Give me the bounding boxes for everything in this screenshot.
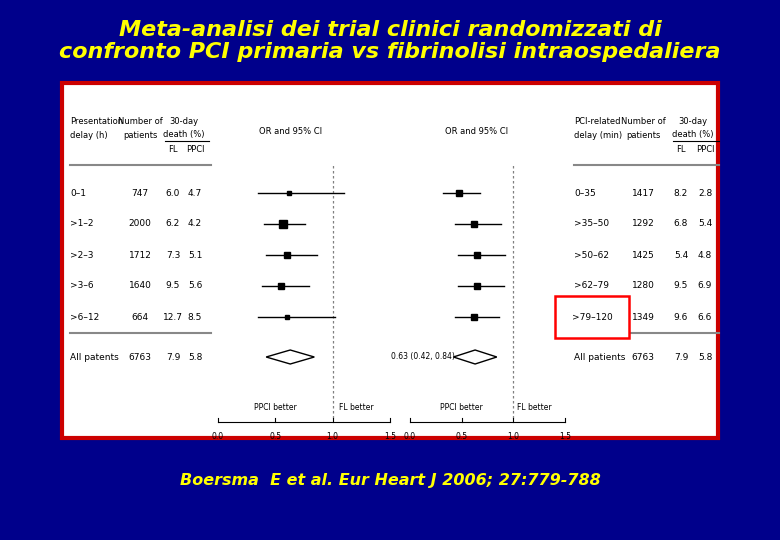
Text: 6.2: 6.2 <box>166 219 180 228</box>
Text: 6.9: 6.9 <box>698 281 712 291</box>
Text: 9.5: 9.5 <box>166 281 180 291</box>
Text: 7.3: 7.3 <box>166 251 180 260</box>
Text: FL better: FL better <box>517 403 551 413</box>
Text: 0.0: 0.0 <box>212 432 224 441</box>
Text: 7.9: 7.9 <box>674 353 688 361</box>
Text: 30-day: 30-day <box>679 118 707 126</box>
Text: Number of: Number of <box>118 118 162 126</box>
Text: >50–62: >50–62 <box>574 251 609 260</box>
FancyBboxPatch shape <box>62 83 718 438</box>
Text: 1417: 1417 <box>632 188 654 198</box>
Text: Presentation: Presentation <box>70 118 123 126</box>
Text: >6–12: >6–12 <box>70 313 99 321</box>
Text: >2–3: >2–3 <box>70 251 94 260</box>
Text: 1712: 1712 <box>129 251 151 260</box>
Text: OR and 95% CI: OR and 95% CI <box>259 127 322 137</box>
Text: PPCl better: PPCl better <box>440 403 483 413</box>
Text: delay (min): delay (min) <box>574 131 622 139</box>
Text: 0.0: 0.0 <box>404 432 416 441</box>
Text: 1280: 1280 <box>632 281 654 291</box>
Text: 12.7: 12.7 <box>163 313 183 321</box>
Text: Number of: Number of <box>621 118 665 126</box>
Text: death (%): death (%) <box>163 131 204 139</box>
Text: 1.5: 1.5 <box>559 432 571 441</box>
Text: 4.8: 4.8 <box>698 251 712 260</box>
Text: 5.4: 5.4 <box>698 219 712 228</box>
Text: 6.0: 6.0 <box>166 188 180 198</box>
Text: delay (h): delay (h) <box>70 131 108 139</box>
Text: >62–79: >62–79 <box>574 281 609 291</box>
Text: >3–6: >3–6 <box>70 281 94 291</box>
Text: patients: patients <box>626 131 660 139</box>
Text: 1292: 1292 <box>632 219 654 228</box>
Text: 1.0: 1.0 <box>327 432 339 441</box>
Text: 1.0: 1.0 <box>507 432 519 441</box>
Text: 6.6: 6.6 <box>698 313 712 321</box>
Text: 5.6: 5.6 <box>188 281 202 291</box>
Text: 30-day: 30-day <box>169 118 199 126</box>
Text: 5.8: 5.8 <box>188 353 202 361</box>
Text: 0.5: 0.5 <box>269 432 282 441</box>
Text: 0.5: 0.5 <box>456 432 468 441</box>
Text: patients: patients <box>122 131 158 139</box>
Text: 1425: 1425 <box>632 251 654 260</box>
Text: 0.63 (0.42, 0.84): 0.63 (0.42, 0.84) <box>391 353 455 361</box>
Text: 5.1: 5.1 <box>188 251 202 260</box>
Text: >35–50: >35–50 <box>574 219 609 228</box>
Text: 1349: 1349 <box>632 313 654 321</box>
Text: PCI-related: PCI-related <box>574 118 621 126</box>
Text: 7.9: 7.9 <box>166 353 180 361</box>
Text: 4.2: 4.2 <box>188 219 202 228</box>
Text: FL: FL <box>168 145 178 153</box>
Text: PPCl: PPCl <box>696 145 714 153</box>
Text: 2000: 2000 <box>129 219 151 228</box>
Text: 1.5: 1.5 <box>384 432 396 441</box>
Text: 4.7: 4.7 <box>188 188 202 198</box>
Text: 6763: 6763 <box>129 353 151 361</box>
Text: >79–120: >79–120 <box>572 313 612 321</box>
Text: PPCl: PPCl <box>186 145 204 153</box>
Text: Meta-analisi dei trial clinici randomizzati di: Meta-analisi dei trial clinici randomizz… <box>119 20 661 40</box>
Polygon shape <box>266 350 314 364</box>
Text: 0–35: 0–35 <box>574 188 596 198</box>
Text: 9.5: 9.5 <box>674 281 688 291</box>
Text: 1640: 1640 <box>129 281 151 291</box>
Text: 0–1: 0–1 <box>70 188 86 198</box>
Text: PPCl better: PPCl better <box>254 403 296 413</box>
Text: 8.5: 8.5 <box>188 313 202 321</box>
Text: All patents: All patents <box>70 353 119 361</box>
Text: FL: FL <box>676 145 686 153</box>
Text: 6.8: 6.8 <box>674 219 688 228</box>
Polygon shape <box>453 350 497 364</box>
Text: 9.6: 9.6 <box>674 313 688 321</box>
Text: 6763: 6763 <box>632 353 654 361</box>
Text: 664: 664 <box>132 313 148 321</box>
Text: FL better: FL better <box>339 403 374 413</box>
Text: All patients: All patients <box>574 353 626 361</box>
Text: 747: 747 <box>132 188 148 198</box>
Text: 5.8: 5.8 <box>698 353 712 361</box>
Text: 5.4: 5.4 <box>674 251 688 260</box>
Text: OR and 95% CI: OR and 95% CI <box>445 127 509 137</box>
Text: >1–2: >1–2 <box>70 219 94 228</box>
Text: Boersma  E et al. Eur Heart J 2006; 27:779-788: Boersma E et al. Eur Heart J 2006; 27:77… <box>179 472 601 488</box>
Text: confronto PCI primaria vs fibrinolisi intraospedaliera: confronto PCI primaria vs fibrinolisi in… <box>59 42 721 62</box>
Text: death (%): death (%) <box>672 131 714 139</box>
Text: 2.8: 2.8 <box>698 188 712 198</box>
Text: 8.2: 8.2 <box>674 188 688 198</box>
